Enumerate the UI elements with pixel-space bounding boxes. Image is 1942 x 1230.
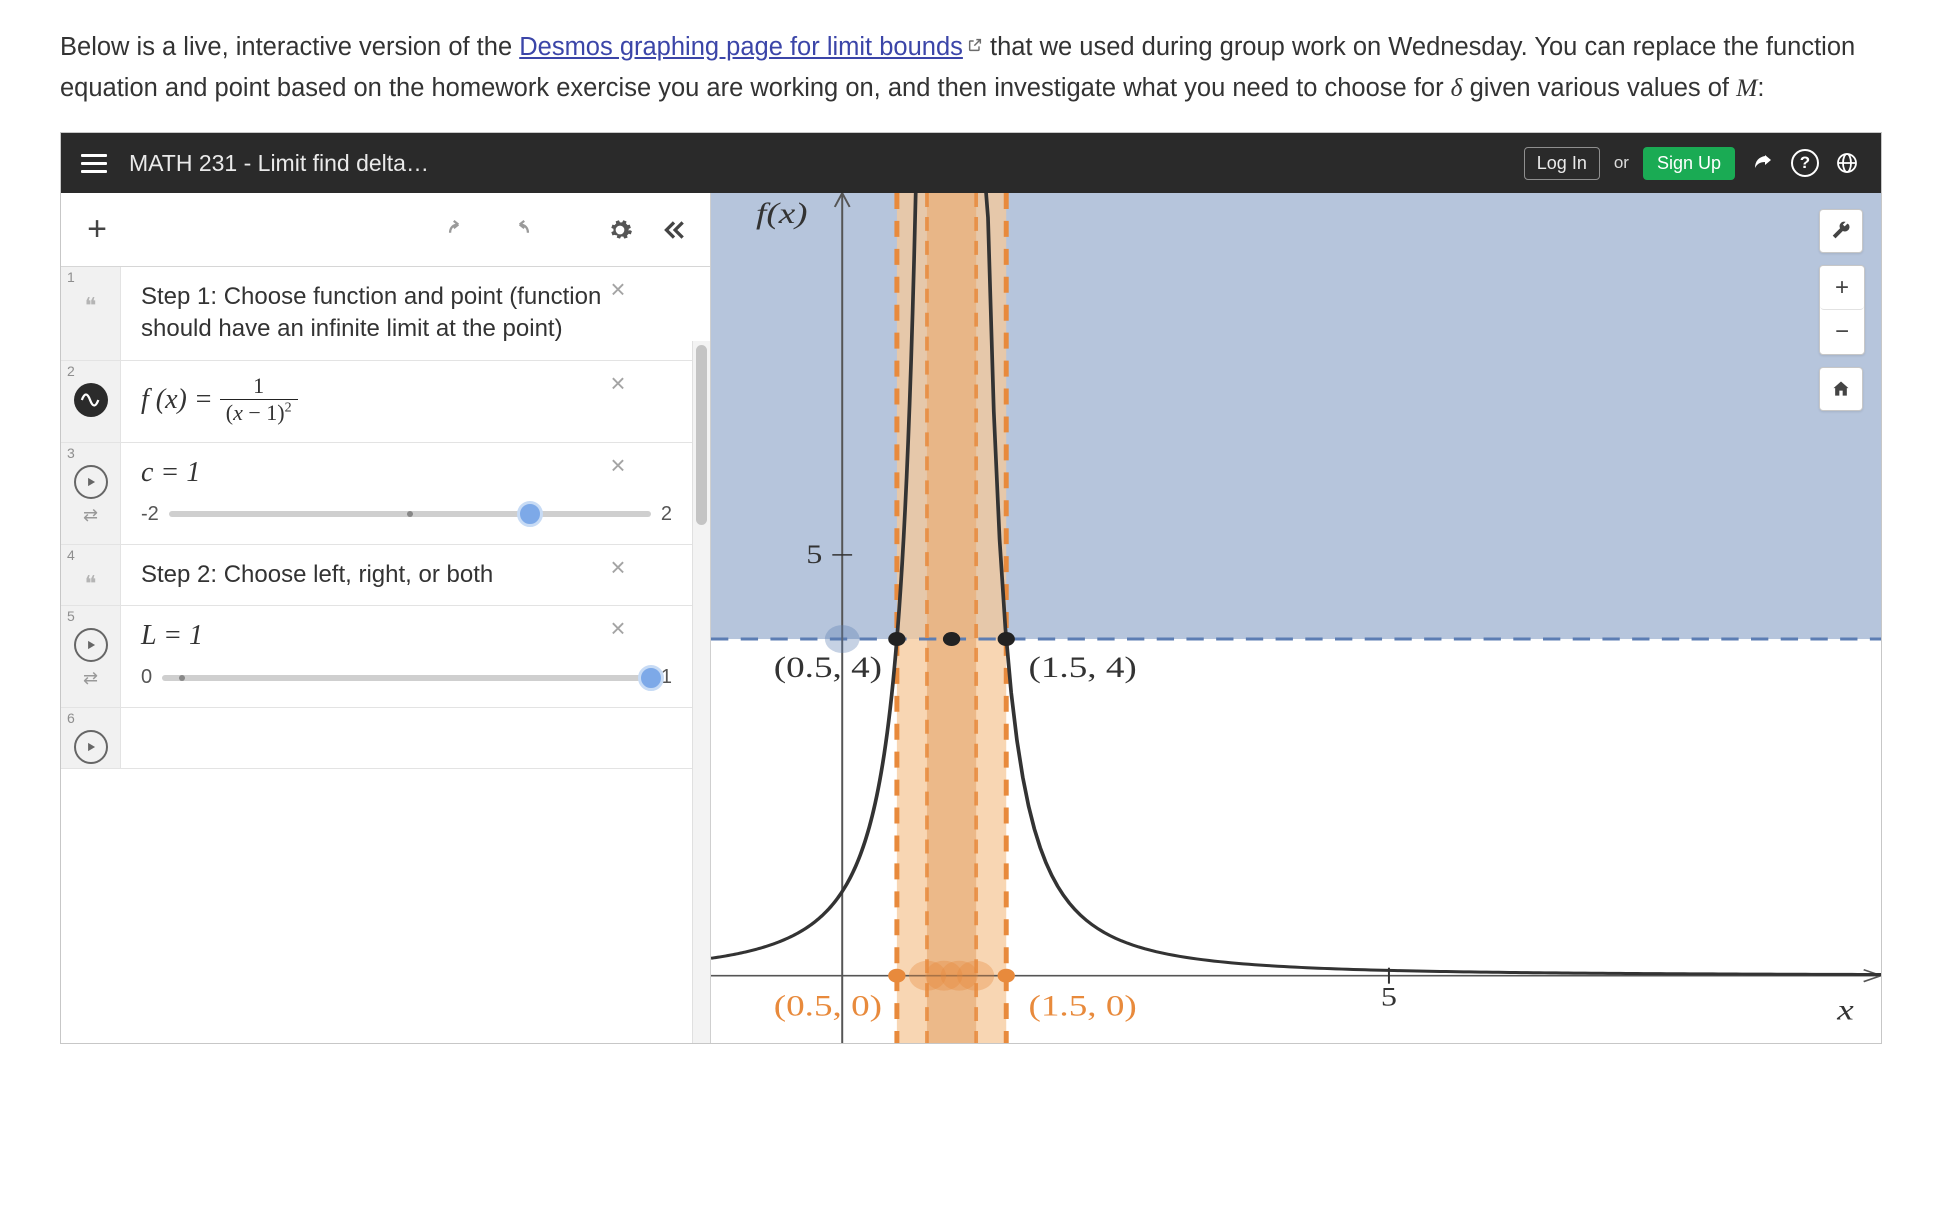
- graph-canvas[interactable]: 5 5 f(x) x (0.5, 4) (1.5, 4) (0.5, 0) (1.5, 0): [711, 193, 1881, 1043]
- note-text[interactable]: Step 2: Choose left, right, or both: [141, 559, 672, 591]
- row-gutter: 4❝: [61, 545, 121, 605]
- intro-text-4: :: [1757, 74, 1764, 102]
- home-button[interactable]: [1819, 367, 1863, 411]
- slider-expression[interactable]: L = 1: [141, 620, 672, 652]
- slider-max[interactable]: 2: [661, 503, 672, 526]
- collapse-panel-button[interactable]: [652, 208, 696, 252]
- row-content[interactable]: ×Step 1: Choose function and point (func…: [121, 267, 692, 360]
- expression-row[interactable]: 2 ×f (x) = 1(x − 1)2: [61, 361, 692, 443]
- zoom-in-button[interactable]: +: [1820, 266, 1864, 310]
- slider-control[interactable]: 01: [141, 662, 672, 693]
- delete-row-button[interactable]: ×: [604, 275, 632, 303]
- slider-track[interactable]: [169, 511, 651, 517]
- delete-row-button[interactable]: ×: [604, 369, 632, 397]
- svg-text:f(x): f(x): [756, 197, 808, 230]
- slider-thumb[interactable]: [638, 665, 664, 691]
- zoom-out-button[interactable]: −: [1820, 310, 1864, 354]
- share-icon[interactable]: [1749, 149, 1777, 177]
- intro-M: M: [1736, 73, 1757, 102]
- settings-icon[interactable]: [598, 208, 642, 252]
- expression-row[interactable]: 6: [61, 708, 692, 769]
- wrench-icon[interactable]: [1819, 209, 1863, 253]
- expression-toolbar: +: [61, 193, 710, 267]
- row-gutter: 6: [61, 708, 121, 768]
- login-button[interactable]: Log In: [1524, 147, 1600, 180]
- desmos-link[interactable]: Desmos graphing page for limit bounds: [519, 33, 963, 61]
- row-index: 3: [67, 445, 75, 461]
- expression-row[interactable]: 4❝×Step 2: Choose left, right, or both: [61, 545, 692, 606]
- row-gutter: 1❝: [61, 267, 121, 360]
- menu-icon[interactable]: [81, 154, 107, 173]
- redo-button[interactable]: [494, 208, 538, 252]
- external-link-icon: [967, 37, 983, 62]
- slider-thumb[interactable]: [517, 501, 543, 527]
- row-content[interactable]: ×Step 2: Choose left, right, or both: [121, 545, 692, 605]
- delete-row-button[interactable]: ×: [604, 614, 632, 642]
- row-index: 4: [67, 547, 75, 563]
- expression-list: 1❝×Step 1: Choose function and point (fu…: [61, 267, 710, 1043]
- slider-mode-icon[interactable]: ⇄: [83, 668, 98, 689]
- row-content[interactable]: [121, 708, 692, 768]
- row-index: 5: [67, 608, 75, 624]
- signup-button[interactable]: Sign Up: [1643, 147, 1735, 180]
- slider-control[interactable]: -2 2: [141, 499, 672, 530]
- scrollbar[interactable]: [692, 341, 710, 1043]
- slider-track[interactable]: [162, 675, 651, 681]
- delete-row-button[interactable]: ×: [604, 451, 632, 479]
- svg-text:(1.5, 4): (1.5, 4): [1029, 651, 1137, 684]
- slider-min[interactable]: 0: [141, 666, 152, 689]
- row-gutter: 2: [61, 361, 121, 442]
- slider-mode-icon[interactable]: ⇄: [83, 505, 98, 526]
- intro-paragraph: Below is a live, interactive version of …: [0, 0, 1942, 132]
- note-text[interactable]: Step 1: Choose function and point (funct…: [141, 281, 672, 346]
- svg-text:(0.5, 4): (0.5, 4): [774, 651, 882, 684]
- row-content[interactable]: ×f (x) = 1(x − 1)2: [121, 361, 692, 442]
- function-icon[interactable]: [74, 383, 108, 417]
- svg-text:5: 5: [806, 541, 822, 569]
- play-slider-button[interactable]: [74, 465, 108, 499]
- expression-row[interactable]: 3⇄×c = 1-22: [61, 443, 692, 545]
- graph-title[interactable]: MATH 231 - Limit find delta…: [129, 150, 429, 177]
- play-slider-button[interactable]: [74, 628, 108, 662]
- intro-text-3: given various values of: [1470, 74, 1736, 102]
- graph-panel[interactable]: 55f(x)x(0.5, 4)(1.5, 4)(0.5, 0)(1.5, 0) …: [711, 193, 1881, 1043]
- svg-text:x: x: [1836, 994, 1854, 1027]
- play-slider-button[interactable]: [74, 730, 108, 764]
- row-content[interactable]: ×c = 1 -2 2: [121, 443, 692, 544]
- expression-row[interactable]: 1❝×Step 1: Choose function and point (fu…: [61, 267, 692, 361]
- desmos-embed: MATH 231 - Limit find delta… Log In or S…: [60, 132, 1882, 1044]
- help-icon[interactable]: ?: [1791, 149, 1819, 177]
- row-index: 6: [67, 710, 75, 726]
- row-gutter: 3⇄: [61, 443, 121, 544]
- graph-controls: + −: [1819, 209, 1865, 411]
- desmos-header: MATH 231 - Limit find delta… Log In or S…: [61, 133, 1881, 193]
- add-expression-button[interactable]: +: [75, 208, 119, 252]
- expression-row[interactable]: 5⇄×L = 101: [61, 606, 692, 708]
- function-expression[interactable]: f (x) = 1(x − 1)2: [141, 375, 672, 428]
- row-gutter: 5⇄: [61, 606, 121, 707]
- delete-row-button[interactable]: ×: [604, 553, 632, 581]
- slider-min[interactable]: -2: [141, 503, 159, 526]
- or-text: or: [1614, 153, 1629, 173]
- svg-text:5: 5: [1381, 983, 1397, 1011]
- expression-panel: + 1❝×Step 1: Choose function and point (…: [61, 193, 711, 1043]
- language-icon[interactable]: [1833, 149, 1861, 177]
- note-icon: ❝: [74, 289, 108, 323]
- svg-text:(1.5, 0): (1.5, 0): [1029, 990, 1137, 1023]
- row-index: 1: [67, 269, 75, 285]
- intro-delta: δ: [1451, 73, 1463, 102]
- intro-text-1: Below is a live, interactive version of …: [60, 33, 519, 61]
- svg-text:(0.5, 0): (0.5, 0): [774, 990, 882, 1023]
- row-content[interactable]: ×L = 1 01: [121, 606, 692, 707]
- note-icon: ❝: [74, 567, 108, 601]
- undo-button[interactable]: [440, 208, 484, 252]
- row-index: 2: [67, 363, 75, 379]
- slider-expression[interactable]: c = 1: [141, 457, 672, 489]
